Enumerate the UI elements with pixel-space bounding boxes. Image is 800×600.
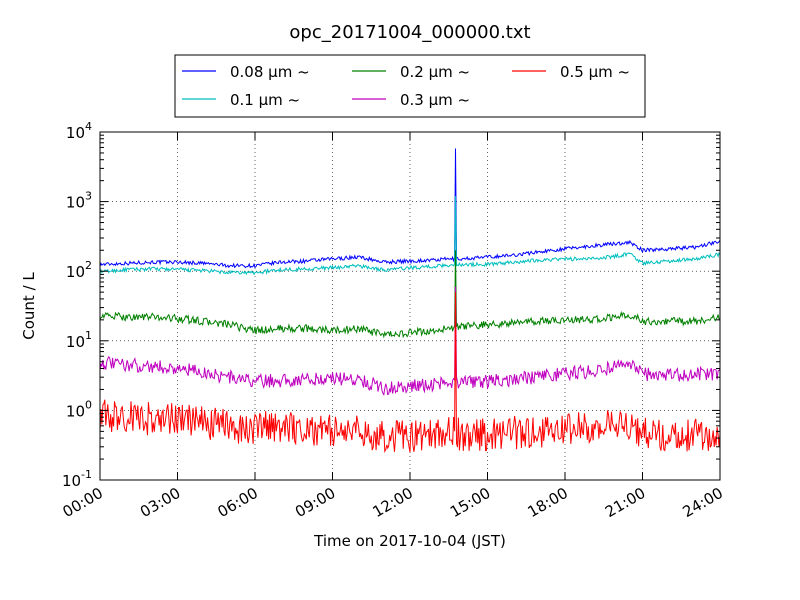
y-tick-base: 10 <box>66 402 85 420</box>
series-line <box>99 286 721 396</box>
legend: 0.08 μm ~ 0.1 μm ~ 0.2 μm ~ 0.3 μm ~ 0.5 μm … <box>174 54 646 118</box>
y-tick-base: 10 <box>66 124 85 142</box>
legend-label: 0.2 μm ~ <box>400 63 470 81</box>
y-tick-base: 10 <box>62 472 81 490</box>
series-line <box>99 250 721 339</box>
y-tick-exponent: 0 <box>85 398 92 411</box>
grid <box>100 132 720 480</box>
y-tick-label: 104 <box>66 120 92 142</box>
y-tick-exponent: 1 <box>85 329 92 342</box>
x-axis-label: Time on 2017-10-04 (JST) <box>313 532 506 550</box>
y-tick-label: 101 <box>66 329 92 351</box>
legend-box <box>174 54 646 118</box>
legend-label: 0.5 μm ~ <box>560 63 630 81</box>
chart-title: opc_20171004_000000.txt <box>289 22 530 43</box>
y-tick-label: 10-1 <box>62 468 92 490</box>
y-tick-base: 10 <box>66 263 85 281</box>
y-tick-exponent: 2 <box>85 259 92 272</box>
y-tick-label: 100 <box>66 398 92 420</box>
y-tick-exponent: 4 <box>85 120 92 133</box>
y-axis-label: Count / L <box>20 272 38 340</box>
y-tick-base: 10 <box>66 333 85 351</box>
series-line <box>99 148 721 269</box>
y-tick-label: 103 <box>66 190 92 212</box>
series-line <box>99 292 721 454</box>
series-lines <box>99 148 721 454</box>
legend-label: 0.08 μm ~ <box>230 63 310 81</box>
legend-label: 0.1 μm ~ <box>230 91 300 109</box>
y-tick-exponent: -1 <box>81 468 92 481</box>
series-line <box>99 196 721 276</box>
y-tick-label: 102 <box>66 259 92 281</box>
y-tick-base: 10 <box>66 194 85 212</box>
y-tick-exponent: 3 <box>85 190 92 203</box>
legend-label: 0.3 μm ~ <box>400 91 470 109</box>
ticks <box>99 131 721 481</box>
